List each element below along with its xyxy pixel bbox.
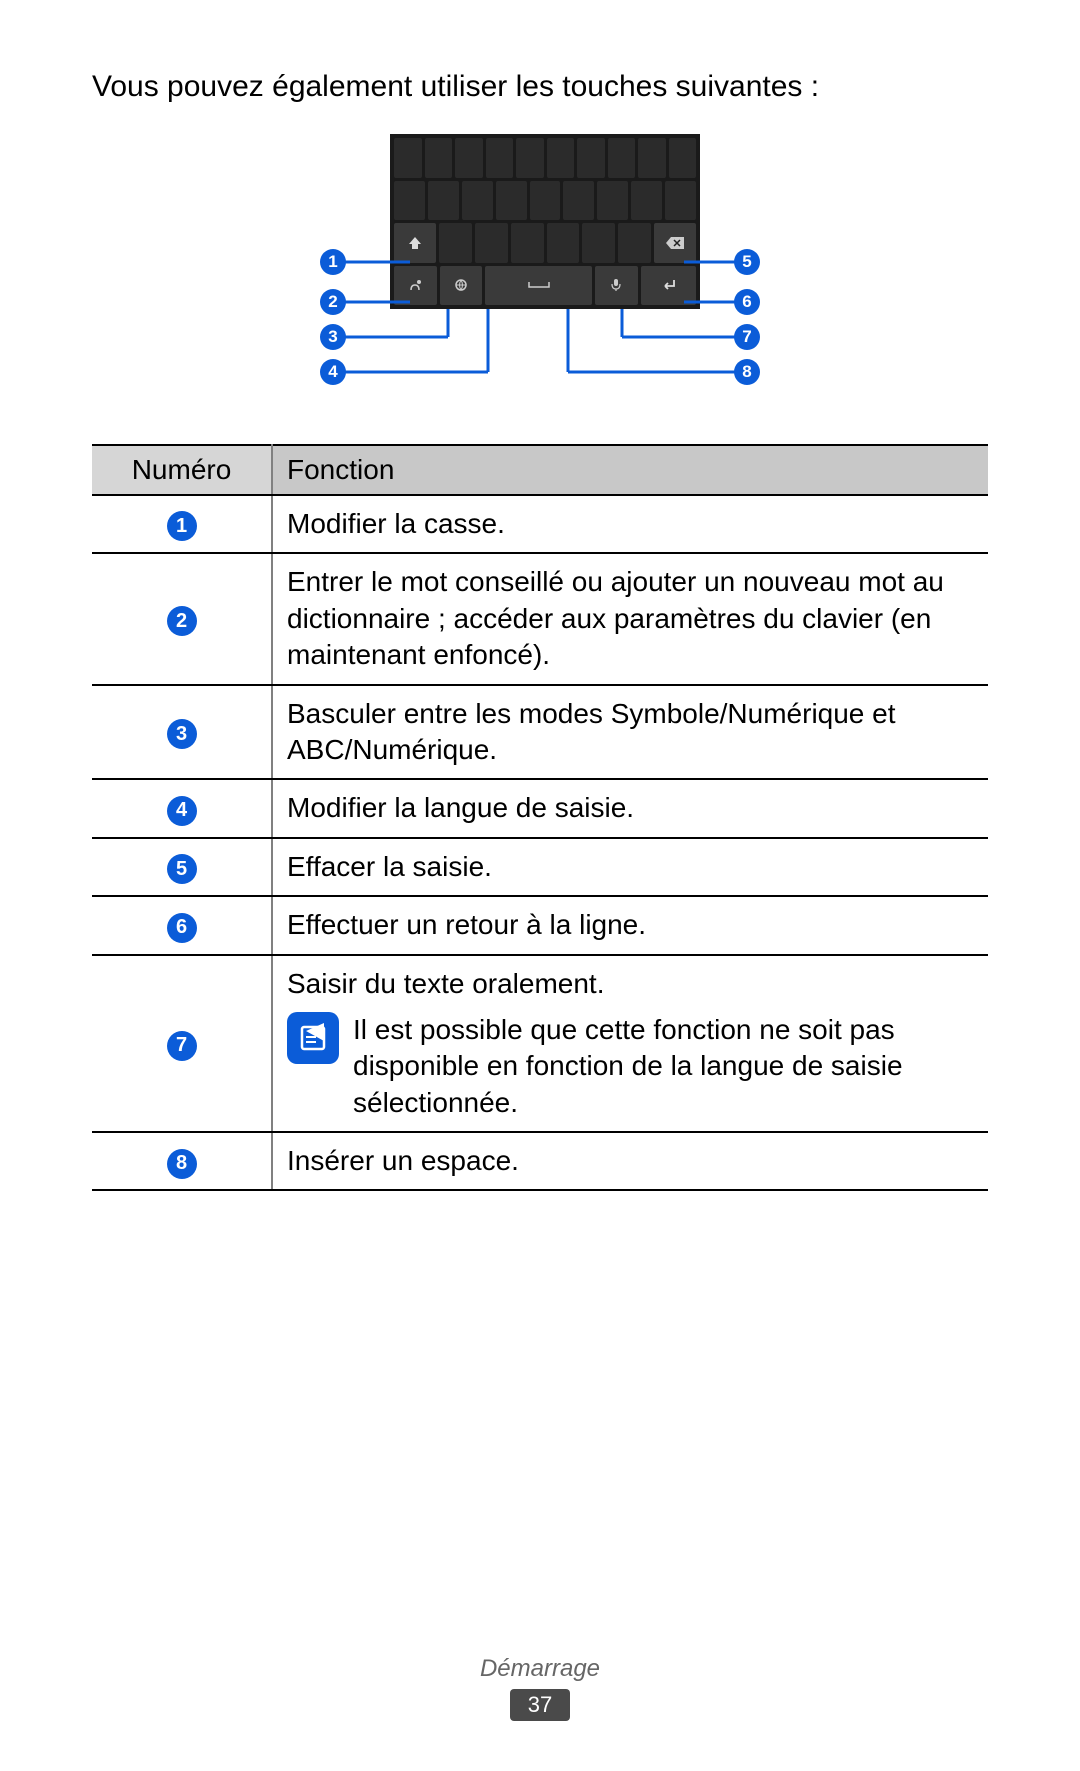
row-function-cell: Saisir du texte oralement. Il est possibl…: [272, 955, 988, 1133]
row-function-cell: Entrer le mot conseillé ou ajouter un no…: [272, 553, 988, 684]
table-row: 6 Effectuer un retour à la ligne.: [92, 896, 988, 954]
table-row: 2 Entrer le mot conseillé ou ajouter un n…: [92, 553, 988, 684]
intro-text: Vous pouvez également utiliser les touch…: [92, 70, 988, 104]
callout-badge-6: 6: [734, 289, 760, 315]
function-text: Basculer entre les modes Symbole/Numériq…: [287, 696, 974, 769]
table-row: 1 Modifier la casse.: [92, 495, 988, 553]
table-row: 3 Basculer entre les modes Symbole/Numéri…: [92, 685, 988, 780]
callout-badge-5: 5: [734, 249, 760, 275]
row-badge: 1: [167, 511, 197, 541]
t9-key-icon: [394, 266, 437, 306]
page-number: 37: [510, 1689, 570, 1721]
header-numero: Numéro: [92, 445, 272, 495]
callout-badge-2: 2: [320, 289, 346, 315]
row-badge: 7: [167, 1031, 197, 1061]
row-number-cell: 5: [92, 838, 272, 896]
row-number-cell: 3: [92, 685, 272, 780]
row-function-cell: Insérer un espace.: [272, 1132, 988, 1190]
footer-section: Démarrage: [0, 1655, 1080, 1683]
function-text: Modifier la casse.: [287, 506, 974, 542]
function-text: Saisir du texte oralement.: [287, 966, 974, 1002]
row-badge: 4: [167, 796, 197, 826]
note-icon: [287, 1012, 339, 1064]
header-fonction: Fonction: [272, 445, 988, 495]
functions-table: Numéro Fonction 1 Modifier la casse. 2 Entr…: [92, 444, 988, 1191]
row-function-cell: Effacer la saisie.: [272, 838, 988, 896]
row-badge: 8: [167, 1149, 197, 1179]
callout-badge-4: 4: [320, 359, 346, 385]
row-number-cell: 7: [92, 955, 272, 1133]
shift-key-icon: [394, 223, 436, 263]
callout-badge-3: 3: [320, 324, 346, 350]
row-number-cell: 4: [92, 779, 272, 837]
row-number-cell: 6: [92, 896, 272, 954]
mode-key-icon: [440, 266, 483, 306]
function-text: Effacer la saisie.: [287, 849, 974, 885]
row-number-cell: 1: [92, 495, 272, 553]
callout-badge-8: 8: [734, 359, 760, 385]
row-badge: 5: [167, 854, 197, 884]
keyboard-image: [390, 134, 700, 309]
row-badge: 3: [167, 719, 197, 749]
row-badge: 6: [167, 913, 197, 943]
function-text: Effectuer un retour à la ligne.: [287, 907, 974, 943]
space-key-icon: [485, 266, 592, 306]
row-badge: 2: [167, 606, 197, 636]
row-function-cell: Modifier la casse.: [272, 495, 988, 553]
mic-key-icon: [595, 266, 638, 306]
keyboard-figure: 1 2 3 4 5 6 7 8: [92, 134, 988, 414]
row-number-cell: 2: [92, 553, 272, 684]
note-row: Il est possible que cette fonction ne so…: [287, 1012, 974, 1121]
row-function-cell: Effectuer un retour à la ligne.: [272, 896, 988, 954]
function-text: Entrer le mot conseillé ou ajouter un no…: [287, 564, 974, 673]
function-text: Insérer un espace.: [287, 1143, 974, 1179]
table-row: 7 Saisir du texte oralement. Il est possib…: [92, 955, 988, 1133]
callout-badge-7: 7: [734, 324, 760, 350]
enter-key-icon: [641, 266, 696, 306]
table-row: 4 Modifier la langue de saisie.: [92, 779, 988, 837]
row-number-cell: 8: [92, 1132, 272, 1190]
function-text: Modifier la langue de saisie.: [287, 790, 974, 826]
callout-badge-1: 1: [320, 249, 346, 275]
row-function-cell: Modifier la langue de saisie.: [272, 779, 988, 837]
row-function-cell: Basculer entre les modes Symbole/Numériq…: [272, 685, 988, 780]
table-row: 5 Effacer la saisie.: [92, 838, 988, 896]
table-row: 8 Insérer un espace.: [92, 1132, 988, 1190]
page-footer: Démarrage 37: [0, 1655, 1080, 1721]
note-text: Il est possible que cette fonction ne so…: [353, 1012, 974, 1121]
backspace-key-icon: [654, 223, 696, 263]
